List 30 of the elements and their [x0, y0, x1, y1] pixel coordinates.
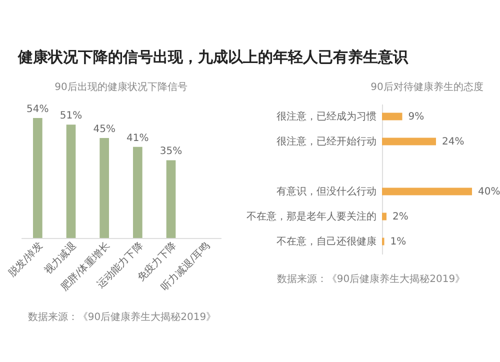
data-label: 1%: [390, 236, 406, 248]
bar: [382, 188, 472, 196]
data-label: 51%: [60, 110, 82, 122]
chart-title: 90后对待健康养生的态度: [370, 81, 484, 93]
y-tick-label: 很注意，已经开始行动: [276, 136, 376, 148]
y-tick-label: 有意识，但没什么行动: [276, 186, 376, 198]
bar: [382, 212, 386, 220]
bar: [166, 160, 176, 238]
bar: [33, 118, 42, 238]
data-label: 24%: [442, 136, 464, 148]
data-label: 9%: [408, 112, 424, 122]
text: 健康状况下降的信号出现，九成以上的年轻人已有养生意识: [18, 48, 408, 67]
data-label: 40%: [478, 186, 500, 198]
source-note: 数据来源：《90后健康养生大揭秘2019》: [276, 272, 466, 286]
y-tick-label: 很注意，已经成为习惯: [276, 110, 376, 122]
data-label: 54%: [26, 104, 49, 115]
bar: [382, 112, 402, 120]
data-label: 41%: [126, 132, 149, 144]
y-tick-label: 不在意，自己还很健康: [276, 236, 376, 248]
chart-title: 90后出现的健康状况下降信号: [54, 81, 188, 93]
bar: [100, 138, 109, 238]
data-label: 2%: [392, 212, 408, 222]
y-tick-label: 不在意，那是老年人要关注的: [246, 210, 376, 222]
x-tick-label: 脱发/掉发: [6, 240, 46, 279]
bar: [382, 138, 436, 146]
bar: [66, 124, 76, 238]
data-label: 35%: [160, 146, 182, 158]
data-label: 45%: [93, 124, 116, 135]
bar: [133, 146, 142, 238]
source-note: 数据来源：《90后健康养生大揭秘2019》: [26, 310, 218, 324]
